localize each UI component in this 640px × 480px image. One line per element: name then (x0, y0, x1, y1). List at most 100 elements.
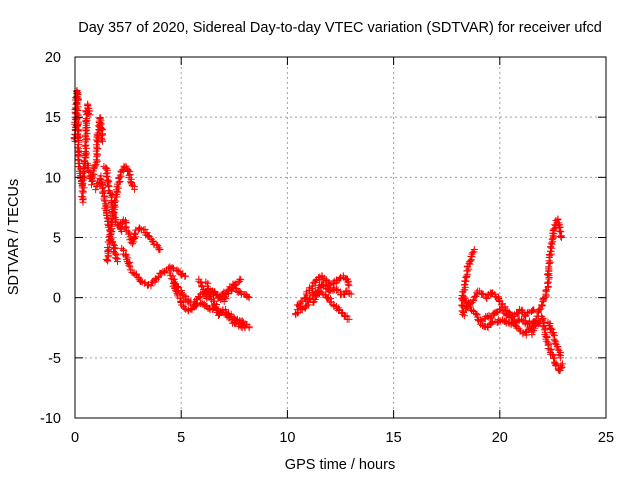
data-point (237, 323, 245, 331)
data-point (125, 261, 133, 269)
data-point (495, 318, 503, 326)
data-point (116, 177, 124, 185)
y-tick-label: 10 (45, 170, 61, 186)
data-point (308, 282, 316, 290)
data-point (240, 322, 248, 330)
data-point (83, 116, 91, 124)
data-point (483, 312, 491, 320)
data-point (88, 171, 96, 179)
data-point (113, 258, 121, 266)
data-point (144, 232, 152, 240)
data-series (70, 87, 566, 375)
y-tick-label: 0 (53, 291, 61, 307)
data-point (301, 304, 309, 312)
data-point (547, 324, 555, 332)
data-point (178, 271, 186, 279)
data-point (103, 173, 111, 181)
data-point (470, 246, 478, 254)
data-point (504, 310, 512, 318)
data-point (99, 137, 107, 145)
data-point (126, 171, 134, 179)
data-point (206, 292, 214, 300)
x-tick-label: 20 (492, 430, 508, 446)
data-point (546, 243, 554, 251)
data-point (488, 319, 496, 327)
y-tick-label: -5 (48, 351, 61, 367)
y-tick-label: 5 (53, 231, 61, 247)
data-point (94, 145, 102, 153)
data-point (136, 224, 144, 232)
data-point (523, 309, 531, 317)
data-point (116, 171, 124, 179)
data-point (97, 134, 105, 142)
data-point (199, 301, 207, 309)
data-point (538, 301, 546, 309)
data-point (461, 294, 469, 302)
data-point (96, 121, 104, 129)
data-point (118, 227, 126, 235)
data-point (224, 286, 232, 294)
data-point (305, 301, 313, 309)
data-point (469, 296, 477, 304)
data-point (101, 197, 109, 205)
data-point (511, 321, 519, 329)
data-point (241, 324, 249, 332)
data-point (538, 301, 546, 309)
data-point (130, 185, 138, 193)
data-point (112, 254, 120, 262)
data-point (82, 151, 90, 159)
data-point (111, 244, 119, 252)
data-point (181, 272, 189, 280)
data-point (114, 184, 122, 192)
data-point (323, 277, 331, 285)
data-point (335, 275, 343, 283)
y-tick-label: 15 (45, 110, 61, 126)
x-tick-label: 25 (598, 430, 614, 446)
data-point (103, 256, 111, 264)
data-point (333, 276, 341, 284)
data-point (82, 141, 90, 149)
data-point (347, 290, 355, 298)
data-point (98, 188, 106, 196)
data-point (463, 303, 471, 311)
data-point (462, 274, 470, 282)
data-point (457, 301, 465, 309)
data-point (325, 288, 333, 296)
data-point (549, 330, 557, 338)
data-point (472, 292, 480, 300)
data-point (550, 225, 558, 233)
data-point (244, 293, 252, 301)
data-point (554, 216, 562, 224)
data-point (89, 177, 97, 185)
x-tick-label: 15 (386, 430, 402, 446)
data-point (488, 289, 496, 297)
data-point (99, 183, 107, 191)
data-point (315, 288, 323, 296)
data-point (548, 350, 556, 358)
data-point (558, 360, 566, 368)
data-point (79, 179, 87, 187)
data-point (81, 131, 89, 139)
data-point (557, 233, 565, 241)
data-point (544, 270, 552, 278)
data-point (547, 345, 555, 353)
data-point (542, 288, 550, 296)
data-point (212, 305, 220, 313)
data-point (345, 282, 353, 290)
x-tick-label: 0 (71, 430, 79, 446)
data-point (547, 239, 555, 247)
data-point (237, 276, 245, 284)
data-point (124, 167, 132, 175)
data-point (131, 230, 139, 238)
data-point (544, 278, 552, 286)
data-point (156, 246, 164, 254)
data-point (510, 318, 518, 326)
data-point (122, 223, 130, 231)
data-point (345, 315, 353, 323)
data-point (472, 309, 480, 317)
data-point (88, 174, 96, 182)
data-point (312, 292, 320, 300)
data-point (544, 345, 552, 353)
data-point (198, 283, 206, 291)
